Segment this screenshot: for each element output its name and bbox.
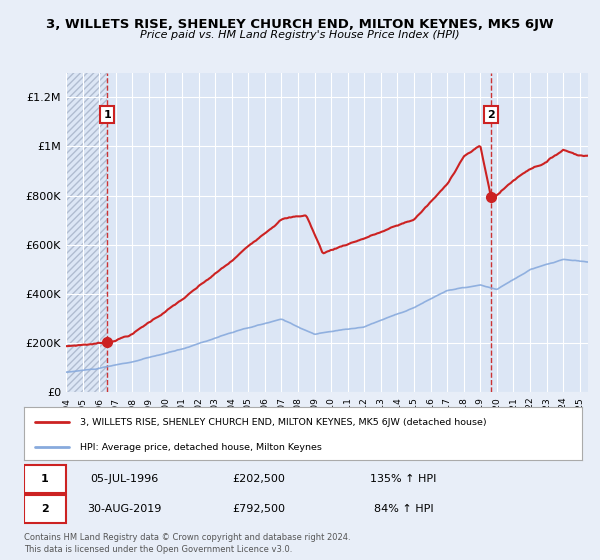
FancyBboxPatch shape	[24, 495, 66, 523]
Text: Price paid vs. HM Land Registry's House Price Index (HPI): Price paid vs. HM Land Registry's House …	[140, 30, 460, 40]
Text: HPI: Average price, detached house, Milton Keynes: HPI: Average price, detached house, Milt…	[80, 442, 322, 451]
Text: 05-JUL-1996: 05-JUL-1996	[91, 474, 158, 484]
Text: 135% ↑ HPI: 135% ↑ HPI	[370, 474, 437, 484]
Text: 1: 1	[104, 110, 112, 119]
Text: This data is licensed under the Open Government Licence v3.0.: This data is licensed under the Open Gov…	[24, 545, 292, 554]
Text: 3, WILLETS RISE, SHENLEY CHURCH END, MILTON KEYNES, MK5 6JW (detached house): 3, WILLETS RISE, SHENLEY CHURCH END, MIL…	[80, 418, 487, 427]
Text: 30-AUG-2019: 30-AUG-2019	[87, 504, 161, 514]
FancyBboxPatch shape	[24, 465, 66, 493]
Text: 3, WILLETS RISE, SHENLEY CHURCH END, MILTON KEYNES, MK5 6JW: 3, WILLETS RISE, SHENLEY CHURCH END, MIL…	[46, 18, 554, 31]
Text: 84% ↑ HPI: 84% ↑ HPI	[374, 504, 433, 514]
Text: 2: 2	[488, 110, 495, 119]
Text: 1: 1	[41, 474, 49, 484]
Text: £202,500: £202,500	[232, 474, 285, 484]
Text: Contains HM Land Registry data © Crown copyright and database right 2024.: Contains HM Land Registry data © Crown c…	[24, 533, 350, 542]
Text: 2: 2	[41, 504, 49, 514]
Text: £792,500: £792,500	[232, 504, 285, 514]
